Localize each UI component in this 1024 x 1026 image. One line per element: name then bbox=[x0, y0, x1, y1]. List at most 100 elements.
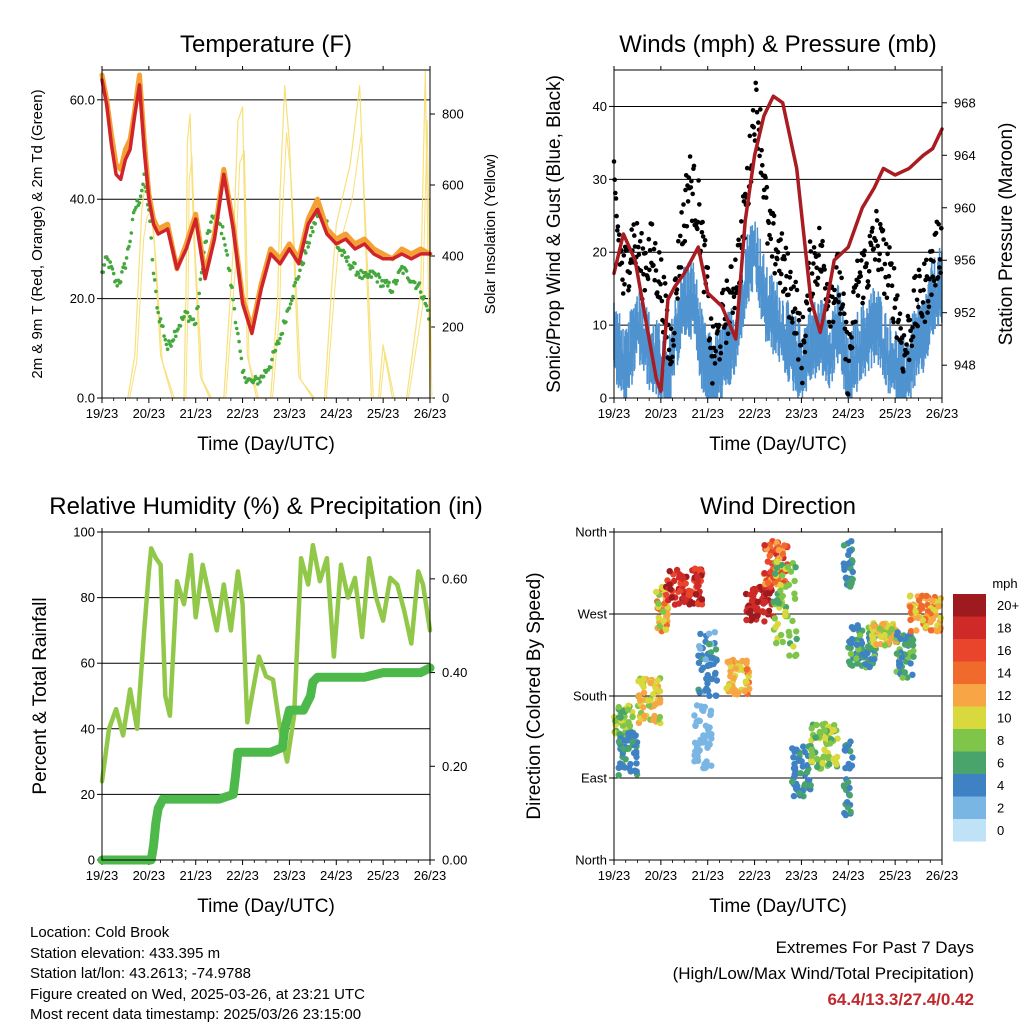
direction-point bbox=[821, 746, 828, 753]
gust-point bbox=[759, 147, 764, 153]
direction-point bbox=[682, 596, 689, 604]
dewpoint-point bbox=[209, 220, 213, 224]
gust-point bbox=[855, 293, 861, 298]
direction-point bbox=[775, 546, 782, 554]
y-tick-label: 10 bbox=[593, 318, 607, 333]
direction-point bbox=[668, 594, 676, 601]
gust-point bbox=[621, 253, 627, 258]
dewpoint-point bbox=[273, 348, 278, 353]
colorbar-swatch bbox=[953, 616, 986, 639]
gust-point bbox=[885, 283, 891, 288]
gust-point bbox=[936, 221, 941, 227]
gust-point bbox=[775, 256, 780, 262]
dewpoint-point bbox=[218, 222, 223, 227]
dewpoint-point bbox=[304, 251, 308, 255]
gust-point bbox=[862, 248, 867, 253]
direction-point bbox=[924, 608, 932, 615]
gust-point bbox=[931, 278, 937, 284]
direction-point bbox=[764, 579, 772, 586]
direction-point bbox=[846, 792, 853, 799]
gust-point bbox=[647, 248, 653, 253]
series-relative-humidity bbox=[99, 542, 433, 784]
dewpoint-point bbox=[277, 341, 281, 346]
gust-point bbox=[925, 298, 931, 304]
direction-point bbox=[629, 738, 636, 745]
gust-point bbox=[778, 237, 783, 242]
dewpoint-point bbox=[280, 331, 285, 336]
x-tick-label: 23/23 bbox=[785, 868, 818, 883]
dewpoint-point bbox=[163, 337, 168, 342]
latest-timestamp: Most recent data timestamp: 2025/03/26 2… bbox=[30, 1006, 362, 1023]
direction-point bbox=[789, 617, 796, 625]
colorbar-label: 18 bbox=[997, 621, 1011, 636]
dewpoint-point bbox=[152, 278, 157, 282]
gust-point bbox=[702, 238, 708, 243]
gust-point bbox=[828, 324, 833, 329]
gust-point bbox=[676, 238, 681, 244]
x-tick-label: 22/23 bbox=[226, 406, 259, 421]
direction-point bbox=[747, 607, 754, 615]
gust-point bbox=[869, 229, 875, 234]
gust-point bbox=[922, 261, 927, 267]
y2-axis-label: Station Pressure (Maroon) bbox=[996, 123, 1017, 346]
gust-point bbox=[803, 333, 808, 339]
direction-point bbox=[698, 596, 706, 603]
x-tick-label: 26/23 bbox=[926, 868, 959, 883]
gust-point bbox=[687, 154, 693, 159]
gust-point bbox=[626, 288, 631, 293]
dewpoint-point bbox=[191, 317, 196, 322]
gust-point bbox=[712, 361, 718, 366]
series-precipitation bbox=[97, 663, 435, 865]
gust-point bbox=[721, 287, 726, 293]
dewpoint-point bbox=[367, 272, 371, 277]
y2-tick-label: 968 bbox=[954, 95, 976, 110]
direction-point bbox=[747, 591, 754, 598]
gust-point bbox=[657, 250, 662, 255]
gust-point bbox=[822, 267, 827, 272]
gust-point bbox=[636, 244, 641, 250]
direction-point bbox=[787, 568, 795, 575]
gust-point bbox=[679, 210, 684, 215]
dewpoint-point bbox=[169, 344, 173, 348]
direction-point bbox=[842, 747, 849, 754]
dewpoint-point bbox=[135, 198, 139, 203]
x-tick-label: 23/23 bbox=[785, 406, 818, 421]
dewpoint-point bbox=[291, 294, 295, 299]
gust-point bbox=[867, 233, 873, 239]
gust-point bbox=[615, 228, 620, 233]
direction-point bbox=[698, 705, 706, 713]
dewpoint-point bbox=[162, 334, 166, 338]
gust-point bbox=[909, 343, 915, 349]
x-tick-label: 24/23 bbox=[832, 868, 865, 883]
direction-point bbox=[845, 779, 852, 786]
gust-point bbox=[830, 319, 836, 325]
gust-point bbox=[718, 344, 723, 350]
direction-point bbox=[712, 646, 720, 653]
gust-point bbox=[905, 313, 911, 319]
dewpoint-point bbox=[230, 285, 234, 290]
gust-point bbox=[742, 191, 748, 197]
gust-point bbox=[653, 268, 659, 273]
direction-point bbox=[929, 597, 936, 604]
dewpoint-point bbox=[346, 255, 350, 259]
panel-2: Winds (mph) & Pressure (mb) 0 10 20 30 40 19/2… bbox=[544, 31, 1017, 455]
gust-point bbox=[853, 319, 858, 325]
direction-point bbox=[907, 660, 914, 667]
dewpoint-point bbox=[268, 365, 273, 370]
direction-point bbox=[705, 630, 713, 637]
x-tick-label: 19/23 bbox=[86, 868, 119, 883]
y2-tick-label: 964 bbox=[954, 148, 976, 163]
direction-point bbox=[779, 592, 786, 600]
y-tick-label: 40 bbox=[81, 721, 95, 736]
gust-point bbox=[760, 163, 765, 168]
x-axis-label: Time (Day/UTC) bbox=[197, 434, 335, 455]
y-axis-label: Percent & Total Rainfall bbox=[30, 597, 51, 794]
direction-point bbox=[742, 678, 749, 685]
dewpoint-point bbox=[306, 245, 311, 249]
gust-point bbox=[672, 330, 677, 336]
direction-point bbox=[739, 657, 746, 665]
direction-point bbox=[774, 558, 781, 565]
plot-frame bbox=[613, 69, 943, 399]
gust-point bbox=[836, 299, 841, 305]
gust-point bbox=[752, 132, 757, 137]
